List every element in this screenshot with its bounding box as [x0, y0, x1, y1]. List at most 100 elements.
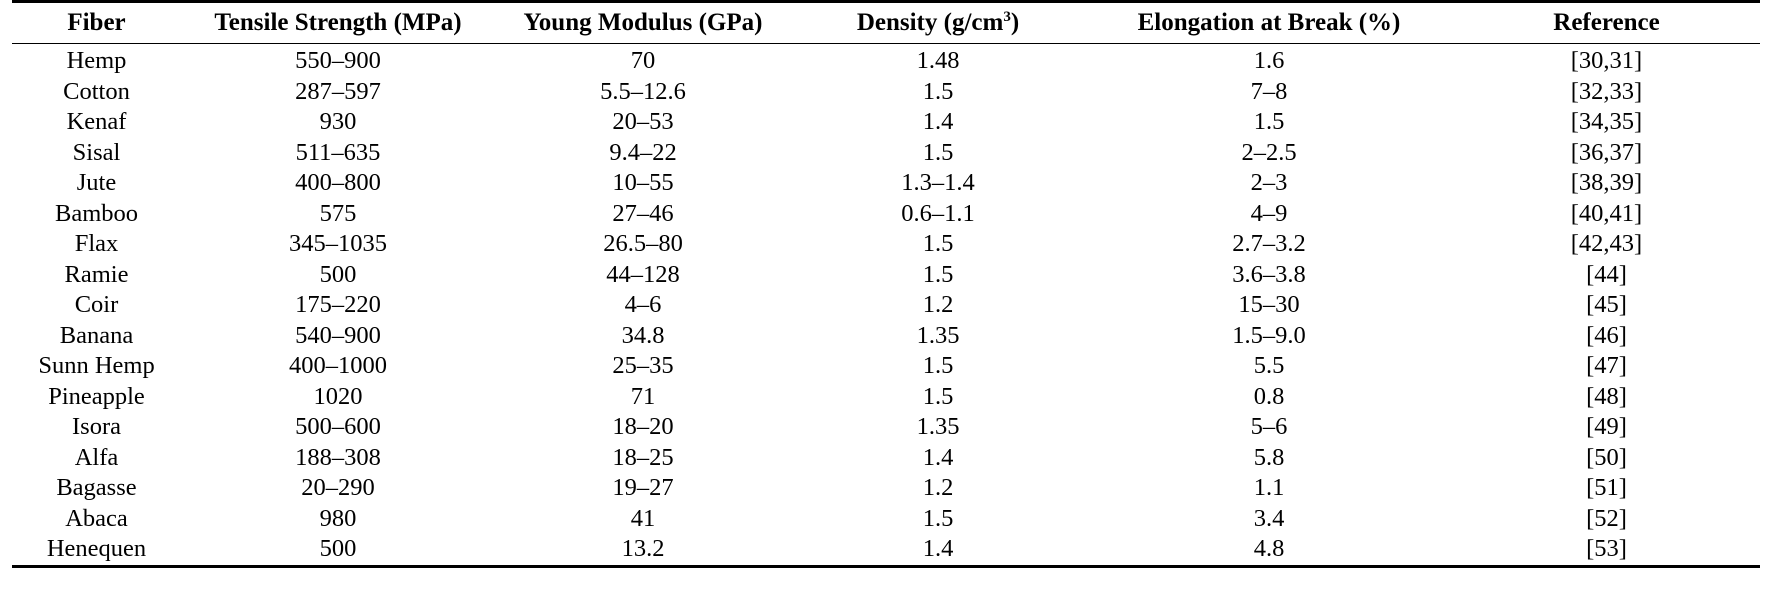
- header-density-suffix: ): [1010, 9, 1020, 36]
- cell-fiber: Pineapple: [48, 382, 145, 410]
- cell-reference: [40,41]: [1570, 199, 1643, 227]
- cell-fiber: Abaca: [65, 504, 128, 532]
- table-row: Pineapple 1020 71 1.5 0.8 [48]: [12, 382, 1760, 413]
- cell-elongation: 1.5–9.0: [1232, 321, 1306, 349]
- table-row: Bamboo 575 27–46 0.6–1.1 4–9 [40,41]: [12, 199, 1760, 230]
- cell-elongation: 7–8: [1250, 77, 1288, 105]
- cell-reference: [42,43]: [1570, 230, 1643, 258]
- table-row: Abaca 980 41 1.5 3.4 [52]: [12, 504, 1760, 535]
- cell-reference: [52]: [1586, 504, 1627, 532]
- cell-tensile: 930: [319, 108, 357, 136]
- cell-fiber: Jute: [76, 169, 117, 197]
- cell-young: 26.5–80: [603, 230, 683, 258]
- cell-density: 1.5: [922, 382, 954, 410]
- cell-elongation: 2–2.5: [1241, 138, 1297, 166]
- cell-elongation: 4–9: [1250, 199, 1288, 227]
- cell-tensile: 980: [319, 504, 357, 532]
- header-reference: Reference: [1553, 9, 1660, 36]
- cell-tensile: 500: [319, 535, 357, 563]
- cell-elongation: 1.5: [1253, 108, 1285, 136]
- cell-density: 1.5: [922, 352, 954, 380]
- cell-fiber: Cotton: [63, 77, 130, 105]
- cell-reference: [45]: [1586, 291, 1627, 319]
- cell-fiber: Banana: [59, 321, 134, 349]
- cell-young: 19–27: [612, 474, 674, 502]
- cell-density: 1.4: [922, 443, 954, 471]
- cell-density: 1.35: [916, 413, 960, 441]
- cell-tensile: 287–597: [295, 77, 381, 105]
- cell-density: 1.2: [922, 474, 954, 502]
- cell-fiber: Bamboo: [54, 199, 139, 227]
- cell-elongation: 0.8: [1253, 382, 1285, 410]
- cell-elongation: 1.6: [1253, 47, 1285, 75]
- cell-elongation: 2–3: [1250, 169, 1288, 197]
- cell-density: 1.5: [922, 230, 954, 258]
- cell-fiber: Bagasse: [56, 474, 137, 502]
- cell-reference: [46]: [1586, 321, 1627, 349]
- table-row: Banana 540–900 34.8 1.35 1.5–9.0 [46]: [12, 321, 1760, 352]
- cell-elongation: 5–6: [1250, 413, 1288, 441]
- cell-reference: [36,37]: [1570, 138, 1643, 166]
- table-row: Flax 345–1035 26.5–80 1.5 2.7–3.2 [42,43…: [12, 229, 1760, 260]
- cell-density: 1.5: [922, 138, 954, 166]
- cell-elongation: 1.1: [1253, 474, 1285, 502]
- cell-density: 0.6–1.1: [901, 199, 975, 227]
- cell-tensile: 500–600: [295, 413, 381, 441]
- cell-tensile: 575: [319, 199, 357, 227]
- cell-fiber: Henequen: [46, 535, 147, 563]
- table-row: Henequen 500 13.2 1.4 4.8 [53]: [12, 534, 1760, 566]
- cell-tensile: 540–900: [295, 321, 381, 349]
- table-row: Bagasse 20–290 19–27 1.2 1.1 [51]: [12, 473, 1760, 504]
- cell-density: 1.4: [922, 535, 954, 563]
- cell-elongation: 5.8: [1253, 443, 1285, 471]
- cell-elongation: 15–30: [1238, 291, 1300, 319]
- cell-tensile: 400–800: [295, 169, 381, 197]
- table-row: Sunn Hemp 400–1000 25–35 1.5 5.5 [47]: [12, 351, 1760, 382]
- cell-tensile: 188–308: [295, 443, 381, 471]
- header-elongation: Elongation at Break (%): [1137, 9, 1401, 36]
- table-row: Sisal 511–635 9.4–22 1.5 2–2.5 [36,37]: [12, 138, 1760, 169]
- cell-fiber: Ramie: [64, 260, 129, 288]
- cell-reference: [49]: [1586, 413, 1627, 441]
- table-row: Hemp 550–900 70 1.48 1.6 [30,31]: [12, 44, 1760, 77]
- cell-tensile: 550–900: [295, 47, 381, 75]
- cell-reference: [38,39]: [1570, 169, 1643, 197]
- cell-young: 20–53: [612, 108, 674, 136]
- cell-fiber: Kenaf: [66, 108, 127, 136]
- cell-fiber: Hemp: [66, 47, 127, 75]
- cell-elongation: 5.5: [1253, 352, 1285, 380]
- fiber-properties-table-container: Fiber Tensile Strength (MPa) Young Modul…: [12, 0, 1760, 568]
- cell-young: 13.2: [621, 535, 665, 563]
- cell-young: 44–128: [606, 260, 680, 288]
- cell-tensile: 175–220: [295, 291, 381, 319]
- table-row: Coir 175–220 4–6 1.2 15–30 [45]: [12, 290, 1760, 321]
- cell-reference: [30,31]: [1570, 47, 1643, 75]
- header-fiber: Fiber: [67, 9, 126, 36]
- table-row: Ramie 500 44–128 1.5 3.6–3.8 [44]: [12, 260, 1760, 291]
- cell-reference: [51]: [1586, 474, 1627, 502]
- table-row: Cotton 287–597 5.5–12.6 1.5 7–8 [32,33]: [12, 77, 1760, 108]
- cell-density: 1.48: [916, 47, 960, 75]
- cell-tensile: 345–1035: [289, 230, 387, 258]
- cell-reference: [47]: [1586, 352, 1627, 380]
- header-density: Density (g/cm3): [791, 2, 1085, 44]
- cell-elongation: 3.4: [1253, 504, 1285, 532]
- cell-fiber: Isora: [72, 413, 121, 441]
- cell-young: 18–25: [612, 443, 674, 471]
- table-row: Kenaf 930 20–53 1.4 1.5 [34,35]: [12, 107, 1760, 138]
- table-row: Alfa 188–308 18–25 1.4 5.8 [50]: [12, 443, 1760, 474]
- cell-elongation: 3.6–3.8: [1232, 260, 1306, 288]
- cell-density: 1.35: [916, 321, 960, 349]
- cell-young: 10–55: [612, 169, 674, 197]
- cell-fiber: Sunn Hemp: [38, 352, 155, 380]
- cell-reference: [44]: [1586, 260, 1627, 288]
- cell-reference: [34,35]: [1570, 108, 1643, 136]
- cell-tensile: 500: [319, 260, 357, 288]
- cell-young: 25–35: [612, 352, 674, 380]
- cell-fiber: Sisal: [72, 138, 121, 166]
- fiber-properties-table: Fiber Tensile Strength (MPa) Young Modul…: [12, 0, 1760, 568]
- cell-fiber: Alfa: [74, 443, 119, 471]
- cell-young: 70: [630, 47, 656, 75]
- cell-young: 5.5–12.6: [600, 77, 686, 105]
- header-young-modulus: Young Modulus (GPa): [523, 9, 763, 36]
